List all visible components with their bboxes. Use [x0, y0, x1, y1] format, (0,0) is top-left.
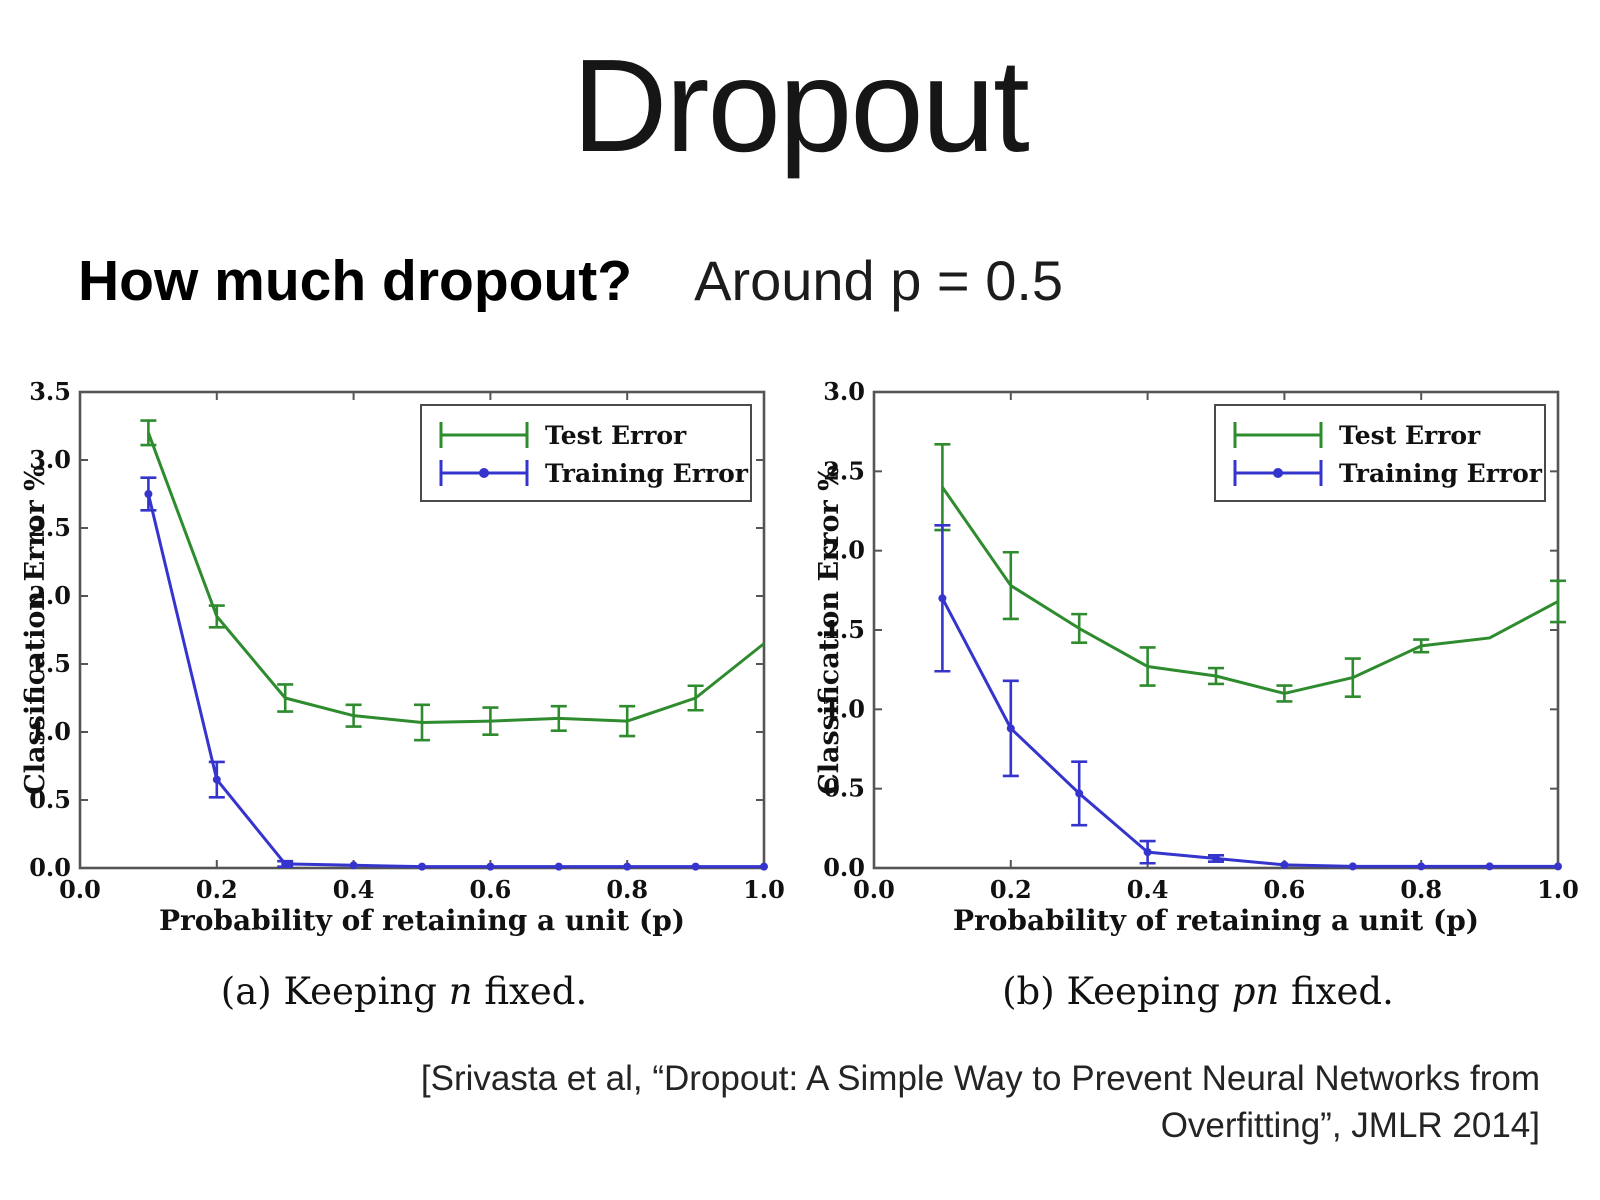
x-tick-label: 0.2: [196, 875, 238, 904]
caption-a-suffix: fixed.: [472, 970, 588, 1013]
y-tick-label: 0.5: [823, 774, 865, 803]
y-tick-label: 2.0: [29, 581, 71, 610]
y-tick-label: 2.0: [823, 536, 865, 565]
legend-label: Training Error: [545, 459, 749, 488]
caption-b-variable: pn: [1231, 970, 1280, 1013]
x-tick-label: 0.6: [1264, 875, 1306, 904]
data-point-marker: [1143, 848, 1152, 857]
legend-label: Test Error: [1339, 421, 1481, 450]
data-point-marker: [760, 862, 768, 871]
question-text: How much dropout?: [78, 249, 633, 313]
legend-box: [420, 404, 752, 502]
data-point-marker: [281, 859, 290, 868]
caption-a-prefix: (a) Keeping: [220, 970, 449, 1013]
data-point-marker: [1006, 724, 1015, 733]
data-point-marker: [938, 594, 947, 603]
question-row: How much dropout? Around p = 0.5: [78, 248, 1063, 314]
training-error-line: [146, 493, 764, 869]
data-point-marker: [554, 862, 563, 871]
legend-label: Test Error: [545, 421, 687, 450]
x-tick-label: 0.2: [990, 875, 1032, 904]
data-point-marker: [623, 862, 632, 871]
y-tick-label: 0.0: [29, 853, 71, 882]
y-axis-label: Classification Error %: [20, 465, 51, 795]
figure-b: 0.0 0.2 0.4 0.6 0.8 1.0 0.0 0.5 1.0 1.5 2.0 2.5 3.0 P…: [814, 372, 1579, 1013]
y-tick-label: 3.0: [29, 445, 71, 474]
x-tick-label: 0.4: [333, 875, 375, 904]
x-tick-label: 0.6: [470, 875, 512, 904]
data-point-marker: [1348, 862, 1357, 871]
y-tick-label: 0.0: [823, 853, 865, 882]
data-point-marker: [1075, 789, 1084, 798]
training-error-line: [941, 597, 1558, 868]
y-tick-label: 1.5: [823, 615, 865, 644]
data-point-marker: [1212, 854, 1220, 863]
data-point-marker: [349, 861, 358, 870]
y-tick-label: 3.0: [823, 377, 865, 406]
test-error-line: [146, 432, 765, 724]
x-axis-label: Probability of retaining a unit (p): [159, 904, 685, 937]
legend-box: [1214, 404, 1546, 502]
y-tick-label: 0.5: [29, 785, 71, 814]
legend-glyph-dot: [479, 468, 489, 478]
x-tick-label: 1.0: [743, 875, 785, 904]
y-tick-label: 2.5: [29, 513, 71, 542]
figures-row: 0.0 0.2 0.4 0.6 0.8 1.0 0.0 0.5 1.0 1.5 2.0 2.5 3.0 3…: [20, 372, 1579, 1013]
figure-a: 0.0 0.2 0.4 0.6 0.8 1.0 0.0 0.5 1.0 1.5 2.0 2.5 3.0 3…: [20, 372, 785, 1013]
x-tick-label: 1.0: [1537, 875, 1579, 904]
y-tick-label: 1.0: [823, 694, 865, 723]
citation-line-1: [Srivasta et al, “Dropout: A Simple Way …: [420, 1059, 1540, 1098]
caption-a-variable: n: [448, 970, 473, 1013]
x-tick-label: 0.0: [59, 875, 101, 904]
data-point-marker: [486, 862, 495, 871]
x-tick-label: 0.4: [1127, 875, 1169, 904]
y-tick-label: 1.0: [29, 717, 71, 746]
citation: [Srivasta et al, “Dropout: A Simple Way …: [421, 1056, 1540, 1149]
y-tick-label: 3.5: [29, 377, 71, 406]
legend-label: Training Error: [1339, 459, 1543, 488]
answer-text: Around p = 0.5: [694, 249, 1064, 312]
slide-title: Dropout: [572, 32, 1030, 179]
data-point-marker: [144, 490, 153, 498]
figure-b-caption: (b) Keeping pn fixed.: [822, 970, 1574, 1013]
y-tick-label: 2.5: [823, 456, 865, 485]
legend-glyph-dot: [1273, 468, 1283, 478]
x-tick-label: 0.8: [1400, 875, 1442, 904]
x-tick-label: 0.8: [606, 875, 648, 904]
caption-b-suffix: fixed.: [1279, 970, 1394, 1013]
y-tick-label: 1.5: [29, 649, 71, 678]
y-axis-label: Classification Error %: [814, 465, 845, 795]
test-error-line: [941, 486, 1559, 695]
chart-b-keeping-pn-fixed: 0.0 0.2 0.4 0.6 0.8 1.0 0.0 0.5 1.0 1.5 2.0 2.5 3.0 P…: [814, 377, 1579, 937]
chart-a-keeping-n-fixed: 0.0 0.2 0.4 0.6 0.8 1.0 0.0 0.5 1.0 1.5 2.0 2.5 3.0 3…: [20, 377, 785, 937]
data-point-marker: [418, 862, 426, 871]
citation-line-2: Overfitting”, JMLR 2014]: [1160, 1105, 1540, 1145]
figure-a-caption: (a) Keeping n fixed.: [28, 970, 780, 1013]
data-point-marker: [1485, 862, 1494, 871]
data-point-marker: [212, 775, 221, 784]
caption-b-prefix: (b) Keeping: [1002, 970, 1232, 1013]
data-point-marker: [1554, 862, 1562, 871]
x-tick-label: 0.0: [853, 875, 895, 904]
data-point-marker: [1417, 862, 1426, 871]
data-point-marker: [1280, 860, 1289, 869]
data-point-marker: [691, 862, 700, 871]
x-axis-label: Probability of retaining a unit (p): [953, 904, 1479, 937]
